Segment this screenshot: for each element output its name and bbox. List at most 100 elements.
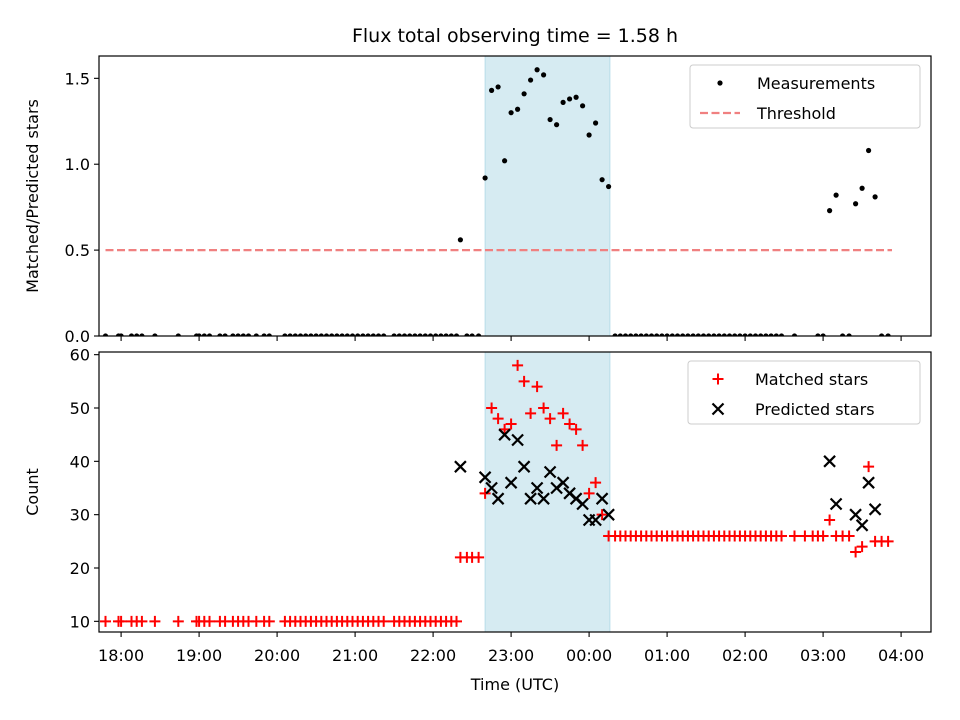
matched-star-marker	[789, 530, 800, 542]
measurement-point	[448, 333, 454, 336]
measurement-point	[128, 333, 135, 336]
measurement-point	[737, 333, 743, 336]
matched-star-marker	[590, 477, 602, 489]
measurement-point	[827, 208, 833, 214]
y-tick-label: 50	[70, 399, 90, 418]
legend-label: Predicted stars	[755, 400, 875, 419]
y-tick-label: 1.5	[65, 69, 90, 88]
matched-star-marker	[856, 541, 868, 553]
matched-star-marker	[505, 418, 517, 430]
measurement-point	[586, 132, 592, 138]
measurement-point	[815, 333, 821, 336]
measurement-point	[534, 67, 540, 73]
matched-star-marker	[499, 423, 511, 435]
measurement-point	[560, 99, 566, 105]
measurement-point	[820, 333, 826, 336]
measurement-point	[654, 333, 660, 336]
measurement-point	[407, 333, 413, 336]
y-tick-label: 0.0	[65, 327, 90, 346]
predicted-star-marker	[855, 519, 869, 532]
measurement-point	[633, 333, 639, 336]
measurement-point	[872, 194, 878, 200]
measurement-point	[344, 333, 350, 336]
matched-star-marker	[100, 615, 111, 627]
measurement-point	[313, 333, 319, 336]
measurement-point	[323, 333, 330, 336]
measurement-point	[457, 237, 463, 243]
measurement-point	[433, 333, 439, 336]
measurement-point	[643, 333, 649, 336]
measurement-point	[381, 333, 387, 336]
measurement-point	[152, 333, 158, 336]
measurement-point	[334, 333, 340, 336]
matched-star-marker	[843, 530, 855, 542]
measurement-point	[489, 87, 495, 93]
predicted-star-marker	[517, 460, 531, 473]
y-tick-label: 10	[70, 612, 90, 631]
matched-star-marker	[817, 530, 829, 542]
measurement-point	[778, 333, 785, 336]
measurement-point	[541, 72, 547, 78]
measurement-point	[282, 333, 288, 336]
axes-frame	[98, 351, 932, 633]
matched-star-marker	[538, 402, 550, 414]
measurement-point	[768, 333, 774, 336]
predicted-star-marker	[576, 497, 589, 511]
measurement-point	[196, 333, 202, 336]
measurement-point	[297, 333, 304, 336]
bottom-panel: 10 20 30 40 50 60 18:00 19:00 20:00 21:00 22:00 23:…	[23, 346, 932, 694]
matched-star-marker	[531, 381, 543, 393]
measurement-point	[833, 192, 839, 198]
measurement-point	[721, 333, 727, 336]
measurement-point	[752, 333, 759, 336]
matched-star-marker	[577, 439, 589, 451]
matched-star-marker	[473, 551, 485, 563]
observing-span	[484, 351, 611, 633]
measurement-point	[261, 333, 267, 336]
measurement-point	[370, 333, 376, 336]
measurement-point	[417, 333, 423, 336]
measurement-point	[222, 333, 228, 336]
measurement-point	[695, 333, 701, 336]
legend: Matched stars Predicted stars	[687, 360, 921, 425]
predicted-star-marker	[543, 465, 557, 479]
measurement-point	[482, 175, 488, 181]
measurement-point	[464, 333, 470, 336]
measurement-point	[846, 333, 852, 336]
measurement-point	[134, 333, 140, 336]
matched-star-marker	[486, 402, 498, 414]
matched-star-marker	[776, 530, 787, 542]
predicted-star-marker	[478, 471, 492, 484]
legend-label: Measurements	[757, 74, 875, 93]
measurement-point	[573, 94, 579, 100]
measurement-point	[502, 158, 508, 164]
matched-star-marker	[204, 615, 215, 627]
x-tick-label: 00:00	[566, 646, 612, 665]
measurement-point	[235, 333, 241, 336]
predicted-star-marker	[485, 481, 498, 495]
matched-star-marker	[596, 509, 608, 521]
measurement-point	[391, 333, 397, 336]
matched-star-marker	[518, 375, 530, 387]
measurement-point	[355, 333, 361, 336]
plot-area	[100, 359, 894, 627]
measurement-point	[680, 333, 686, 336]
matched-star-marker	[564, 418, 576, 430]
measurement-point	[664, 333, 670, 336]
measurement-point	[303, 333, 309, 336]
measurement-point	[726, 333, 733, 336]
measurement-point	[175, 333, 181, 336]
measurement-point	[401, 333, 408, 336]
measurement-point	[318, 333, 324, 336]
matched-star-marker	[451, 615, 462, 627]
measurement-point	[139, 333, 145, 336]
measurement-point	[669, 333, 675, 336]
measurement-point	[528, 77, 534, 83]
predicted-star-marker	[556, 476, 570, 489]
predicted-star-marker	[498, 428, 511, 441]
x-tick-label: 02:00	[722, 646, 768, 665]
legend-label: Matched stars	[755, 370, 868, 389]
matched-star-marker	[583, 487, 595, 499]
matched-star-marker	[172, 615, 184, 627]
predicted-star-marker	[491, 492, 505, 505]
